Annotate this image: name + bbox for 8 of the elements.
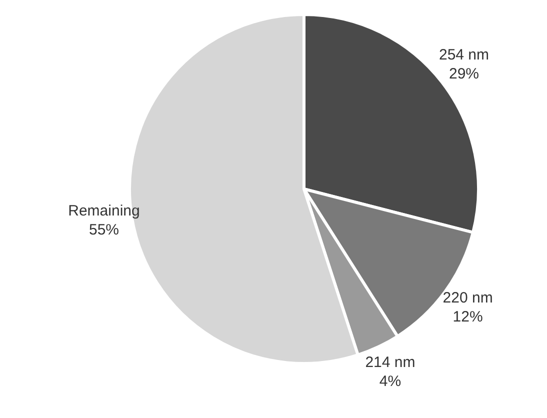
slice-label: 214 nm <box>365 354 416 371</box>
data-label: 4% <box>379 372 402 390</box>
data-label: 12% <box>452 308 483 326</box>
slice-label: Remaining <box>68 202 140 220</box>
slice-label: 220 nm <box>442 290 493 307</box>
data-label: 55% <box>88 221 120 238</box>
slice-label: 254 nm <box>438 46 490 64</box>
data-label: 29% <box>448 66 480 83</box>
